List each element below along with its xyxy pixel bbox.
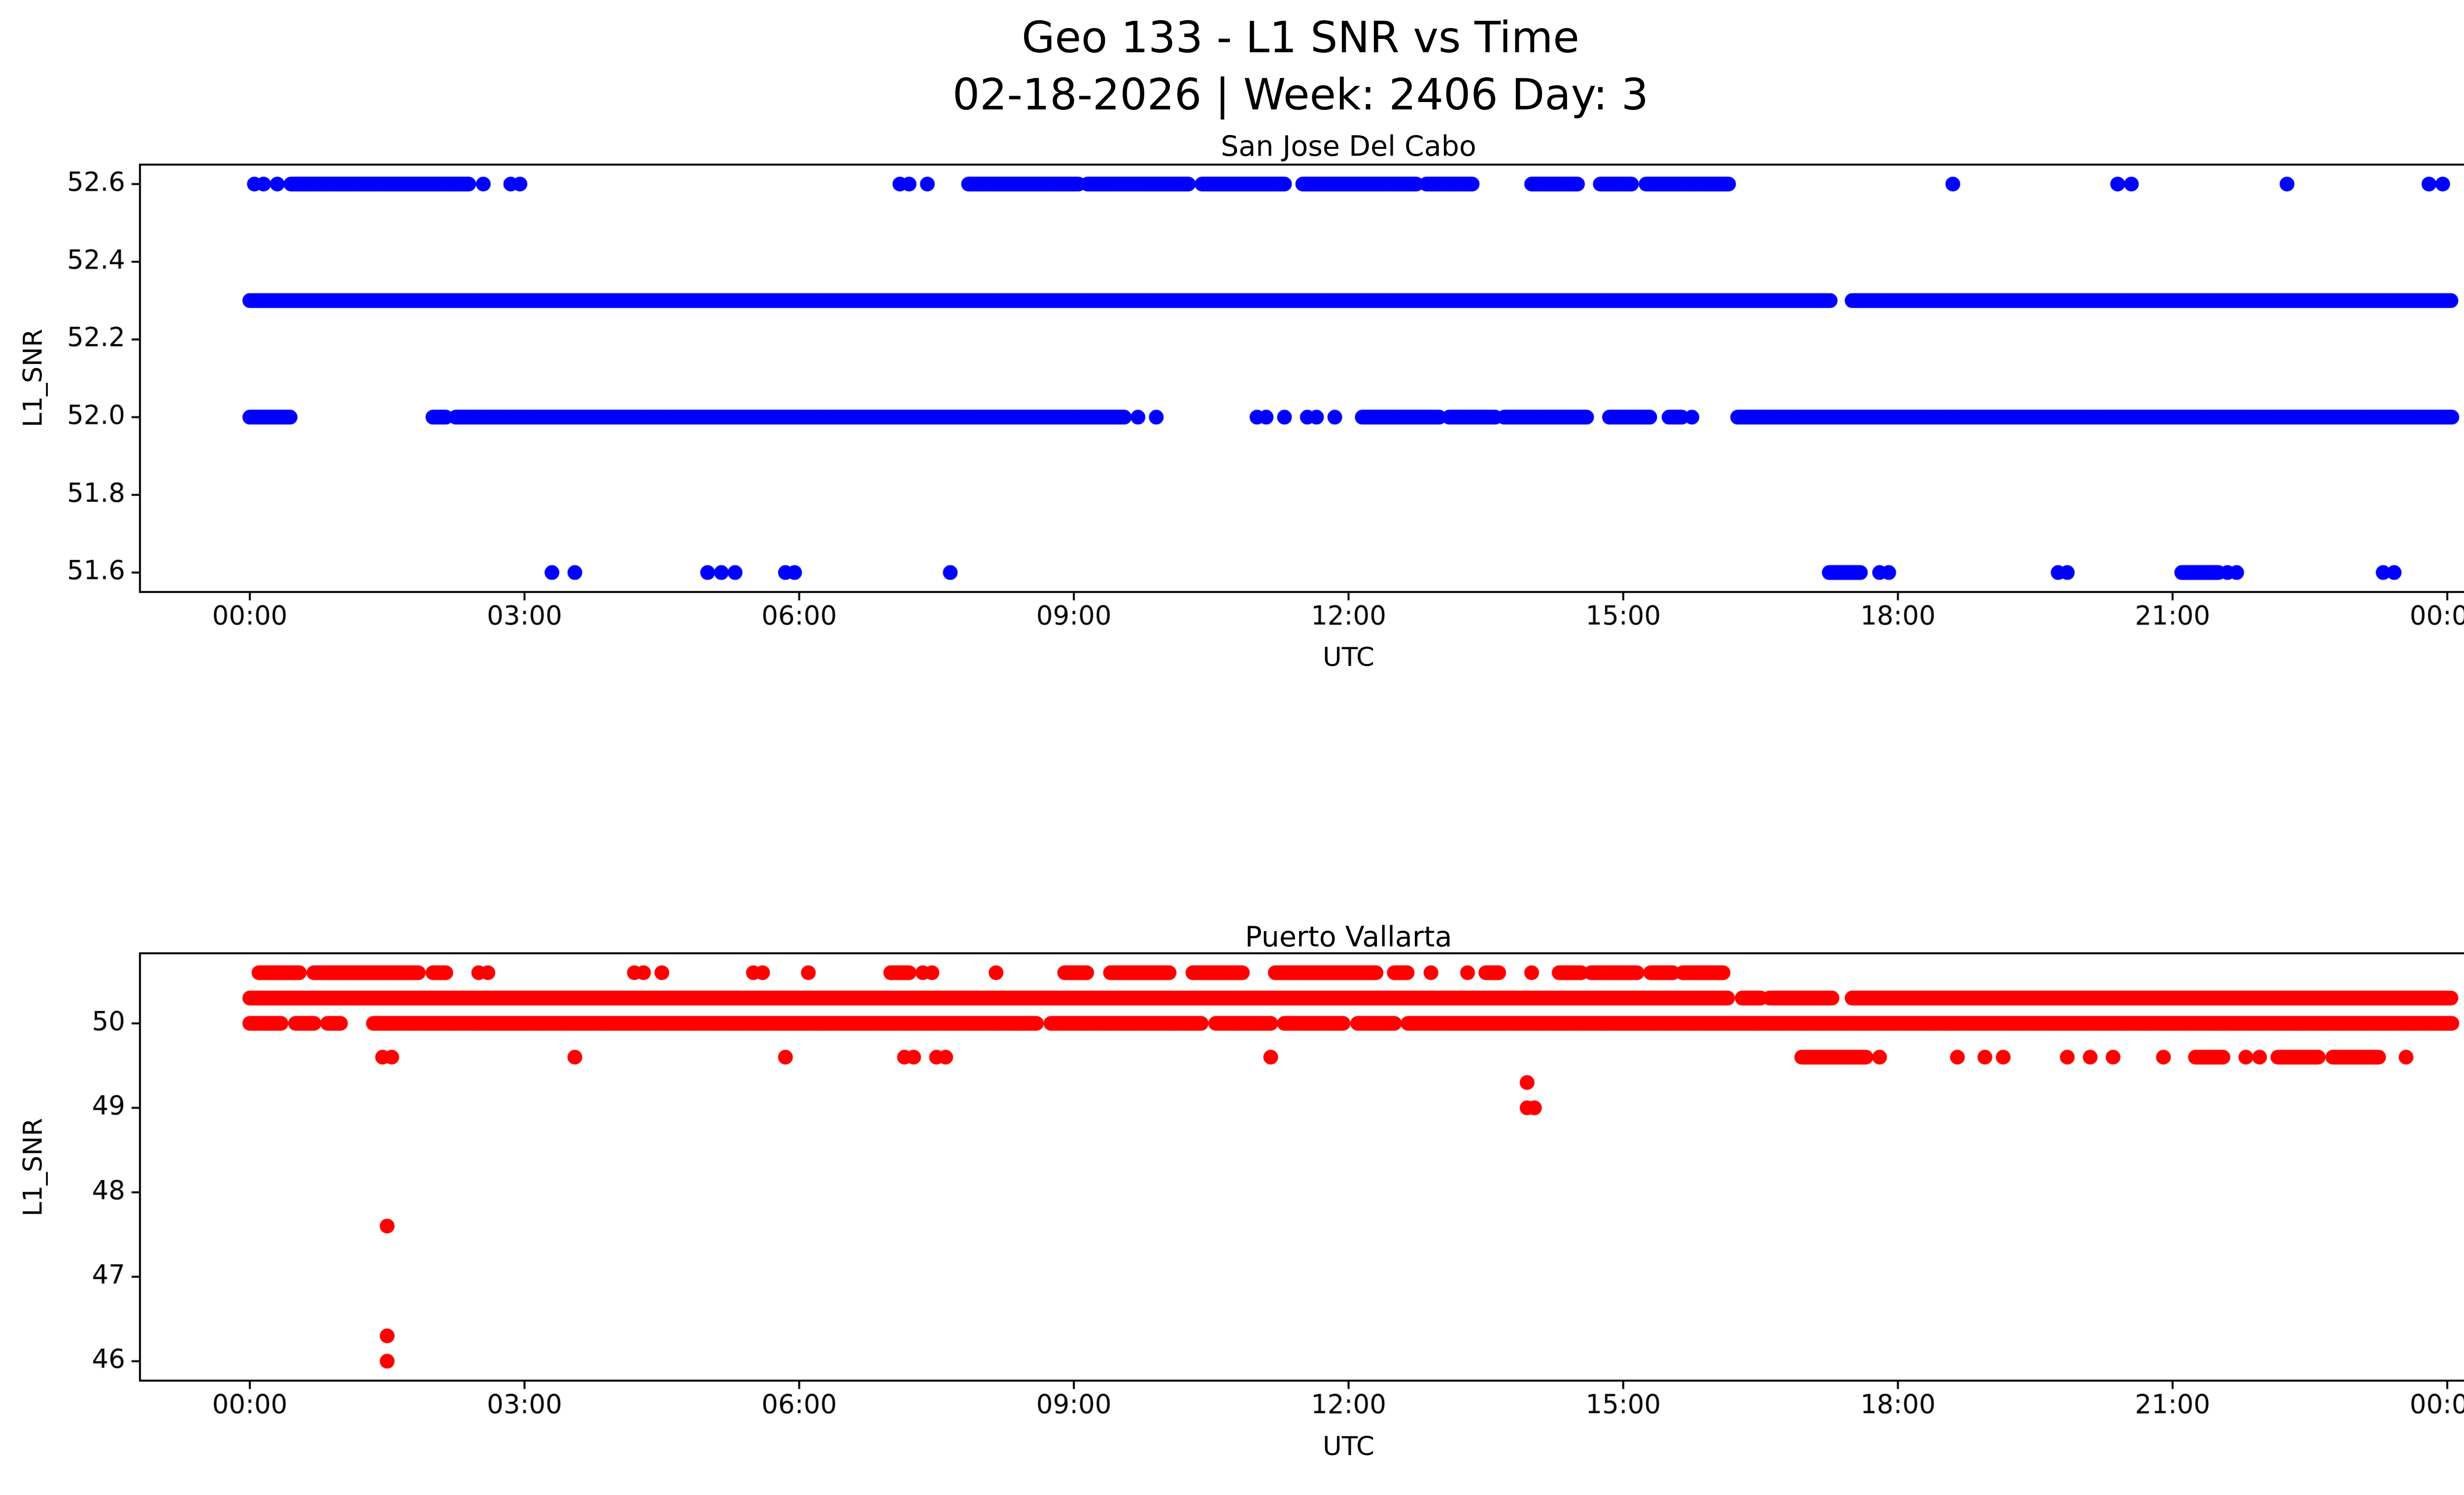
figure-title: Geo 133 - L1 SNR vs Time [1022,12,1579,63]
subplot-2-x-axis-label: UTC [1322,1431,1375,1461]
subplot-2-title: Puerto Vallarta [1245,921,1452,953]
subplot-1-y-axis-label: L1_SNR [18,329,48,427]
figure-subtitle: 02-18-2026 | Week: 2406 Day: 3 [952,70,1649,120]
subplot-1-title: San Jose Del Cabo [1221,130,1476,163]
subplot-1-x-axis-label: UTC [1322,642,1375,672]
subplot-2-y-axis-label: L1_SNR [18,1118,48,1217]
